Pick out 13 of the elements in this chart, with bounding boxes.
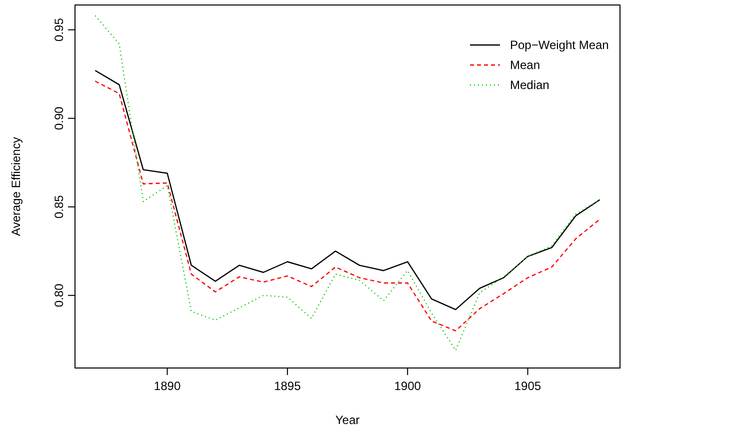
y-tick-label: 0.95	[52, 18, 66, 42]
x-tick-label: 1895	[274, 379, 302, 393]
x-tick-label: 1890	[154, 379, 181, 393]
y-tick-label: 0.90	[52, 106, 66, 130]
y-tick-label: 0.85	[52, 194, 66, 219]
x-tick-label: 1900	[394, 379, 422, 393]
legend-label: Mean	[510, 58, 540, 72]
y-axis-title: Average Efficiency	[9, 137, 23, 236]
legend-label: Pop−Weight Mean	[510, 38, 609, 52]
legend-label: Median	[510, 78, 550, 92]
x-tick-label: 1905	[514, 379, 542, 393]
x-axis-title: Year	[335, 413, 360, 427]
y-tick-label: 0.80	[52, 283, 66, 308]
